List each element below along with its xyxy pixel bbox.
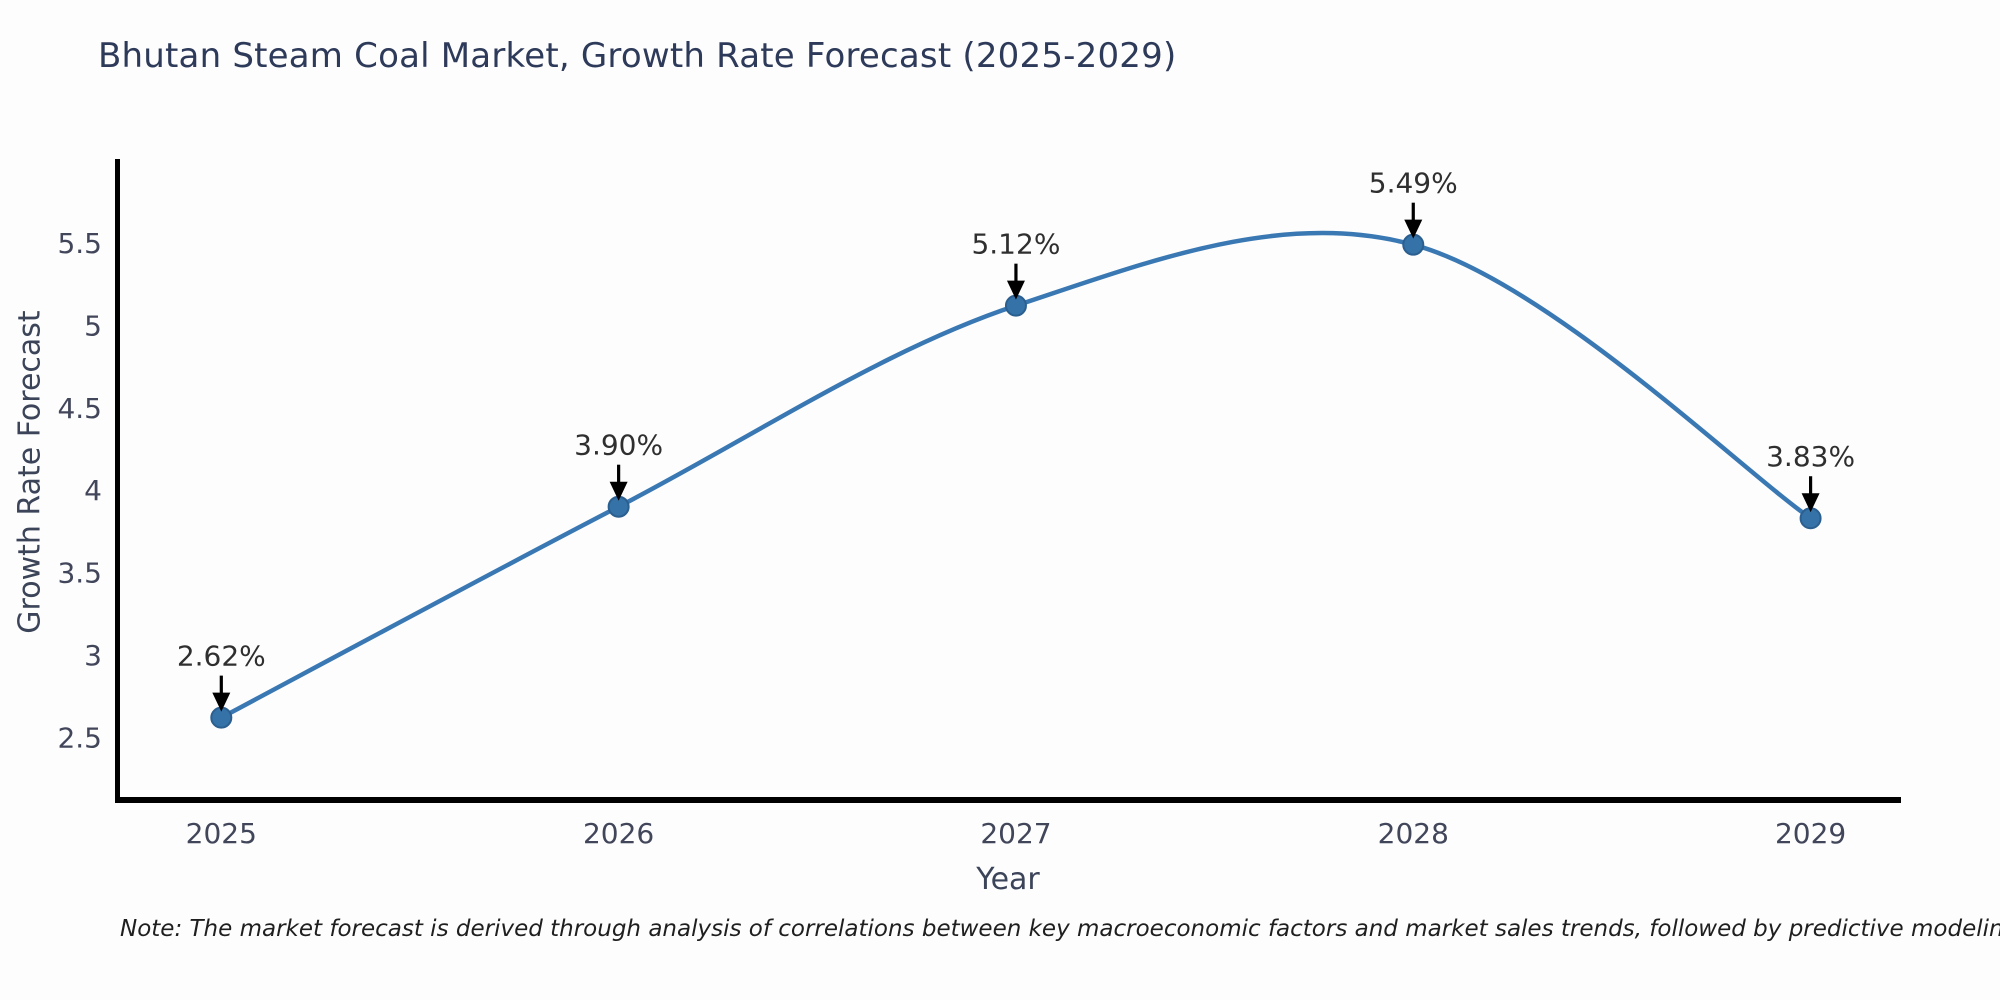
y-tick-label: 3.5 <box>57 557 102 590</box>
x-tick-label: 2028 <box>1378 817 1449 850</box>
annotation-label: 5.12% <box>971 228 1060 261</box>
x-tick-label: 2026 <box>583 817 654 850</box>
annotation-label: 3.83% <box>1766 440 1855 473</box>
x-axis-label: Year <box>976 862 1040 897</box>
annotation-label: 3.90% <box>574 429 663 462</box>
annotation-arrow-head <box>1801 493 1820 513</box>
annotation-arrow-head <box>212 692 231 712</box>
annotation-label: 2.62% <box>177 640 266 673</box>
y-tick-label: 5.5 <box>57 227 102 260</box>
x-axis-spine <box>115 797 1901 803</box>
y-tick-label: 3 <box>84 639 102 672</box>
y-tick-label: 4.5 <box>57 392 102 425</box>
y-tick-label: 4 <box>84 474 102 507</box>
y-tick-label: 5 <box>84 309 102 342</box>
x-tick-label: 2029 <box>1775 817 1846 850</box>
annotation-label: 5.49% <box>1369 167 1458 200</box>
annotation-arrow-head <box>609 481 628 501</box>
x-tick-label: 2027 <box>980 817 1051 850</box>
chart-note: Note: The market forecast is derived thr… <box>120 916 2000 942</box>
annotation-arrow-head <box>1006 280 1025 300</box>
chart-title: Bhutan Steam Coal Market, Growth Rate Fo… <box>98 36 1177 76</box>
y-axis-spine <box>115 159 120 803</box>
annotation-arrow-head <box>1404 219 1423 239</box>
x-tick-label: 2025 <box>186 817 257 850</box>
y-tick-label: 2.5 <box>57 721 102 754</box>
